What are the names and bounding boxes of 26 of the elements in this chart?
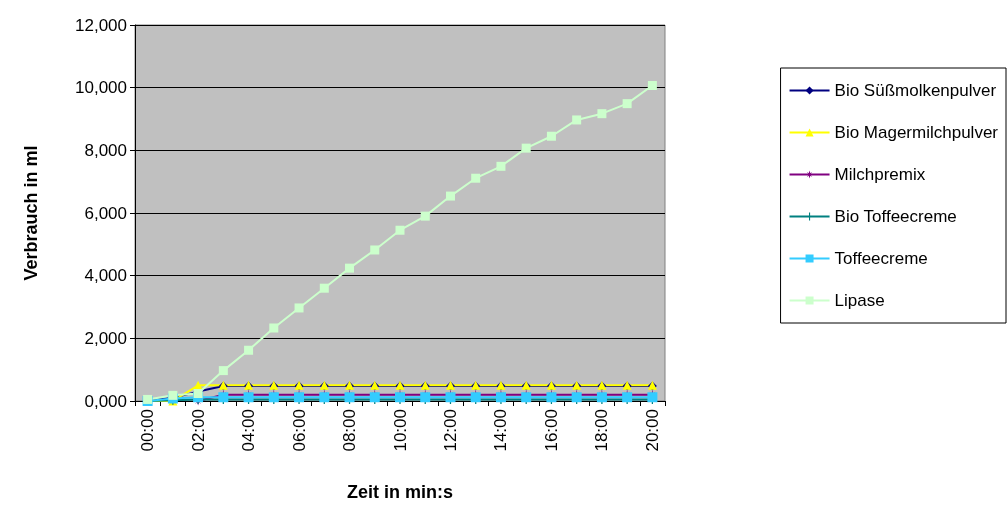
y-tick-label: 10,000: [75, 78, 127, 98]
x-tick-label: 10:00: [390, 409, 410, 452]
legend-label: Bio Toffeecreme: [834, 207, 957, 226]
y-tick-label: 2,000: [84, 328, 127, 348]
legend-label: Lipase: [834, 291, 885, 310]
legend-label: Milchpremix: [834, 165, 926, 184]
legend-label: Toffeecreme: [834, 249, 928, 268]
y-axis-title: Verbrauch in ml: [21, 145, 41, 281]
x-tick-label: 06:00: [289, 409, 309, 452]
y-tick-label: 12,000: [75, 15, 127, 35]
x-tick-label: 02:00: [188, 409, 208, 452]
y-tick-label: 0,000: [84, 391, 127, 411]
x-tick-label: 18:00: [592, 409, 612, 452]
x-tick-label: 04:00: [239, 409, 259, 452]
x-tick-label: 00:00: [138, 409, 158, 452]
x-tick-label: 20:00: [642, 409, 662, 452]
x-tick-label: 12:00: [440, 409, 460, 452]
x-tick-label: 14:00: [491, 409, 511, 452]
legend-label: Bio Süßmolkenpulver: [834, 81, 997, 100]
x-axis-title: Zeit in min:s: [346, 482, 454, 502]
y-tick-label: 6,000: [84, 203, 127, 223]
x-tick-label: 16:00: [541, 409, 561, 452]
y-tick-label: 8,000: [84, 140, 127, 160]
x-tick-label: 08:00: [340, 409, 360, 452]
y-tick-label: 4,000: [84, 266, 127, 286]
legend-label: Bio Magermilchpulver: [834, 123, 999, 142]
